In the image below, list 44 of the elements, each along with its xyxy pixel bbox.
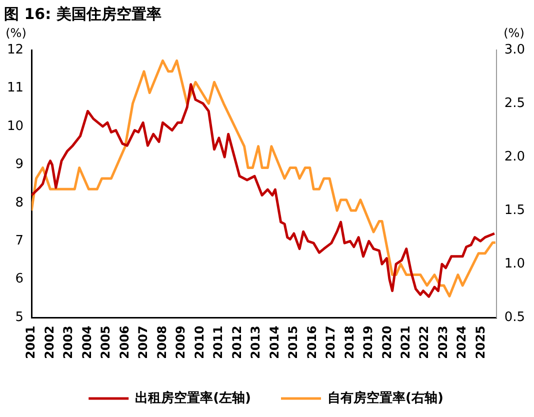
x-tick-label: 2010	[192, 326, 206, 360]
x-tick-label: 2004	[80, 326, 94, 360]
x-tick-label: 2022	[417, 326, 432, 360]
x-tick-label: 2023	[436, 326, 450, 360]
y2-tick-label: 3.0	[504, 42, 526, 58]
y-tick-label: 10	[6, 118, 24, 134]
x-tick-label: 2024	[454, 326, 469, 360]
x-tick-label: 2016	[304, 326, 319, 360]
y-tick-label: 7	[15, 234, 24, 249]
legend-label: 出租房空置率(左轴)	[135, 390, 252, 406]
x-tick-label: 2009	[174, 326, 188, 360]
x-tick-label: 2011	[211, 326, 226, 360]
x-tick-label: 2021	[398, 326, 412, 360]
x-tick-label: 2005	[98, 326, 113, 360]
x-tick-label: 2018	[342, 326, 356, 360]
x-tick-label: 2015	[286, 326, 300, 360]
y2-tick-label: 2.0	[504, 149, 526, 164]
x-tick-label: 2025	[473, 326, 488, 360]
x-tick-label: 2020	[380, 326, 394, 360]
y2-tick-label: 2.5	[504, 96, 526, 111]
legend-label: 自有房空置率(右轴)	[328, 390, 444, 406]
x-tick-label: 2013	[248, 326, 263, 360]
y2-tick-label: 0.5	[504, 310, 526, 325]
y-tick-label: 8	[15, 195, 24, 210]
y-tick-label: 12	[6, 42, 24, 58]
chart-title: 图 16: 美国住房空置率	[4, 4, 162, 23]
x-tick-label: 2019	[361, 326, 376, 360]
y2-tick-label: 1.5	[504, 202, 526, 218]
y-tick-label: 6	[15, 272, 24, 287]
y-axis-title: (%)	[6, 26, 26, 40]
x-tick-label: 2002	[42, 326, 56, 360]
x-tick-label: 2008	[154, 326, 169, 360]
x-tick-label: 2001	[24, 326, 38, 360]
x-tick-label: 2017	[324, 326, 338, 360]
x-tick-label: 2006	[117, 326, 132, 360]
y-tick-label: 11	[6, 80, 24, 96]
y2-tick-label: 1.0	[504, 256, 526, 272]
x-tick-label: 2012	[230, 326, 244, 360]
x-tick-label: 2003	[61, 326, 76, 360]
x-tick-label: 2007	[136, 326, 150, 360]
y-tick-label: 5	[15, 310, 24, 325]
y-tick-label: 9	[15, 157, 24, 172]
y2-axis-title: (%)	[504, 26, 524, 40]
x-tick-label: 2014	[267, 326, 282, 360]
